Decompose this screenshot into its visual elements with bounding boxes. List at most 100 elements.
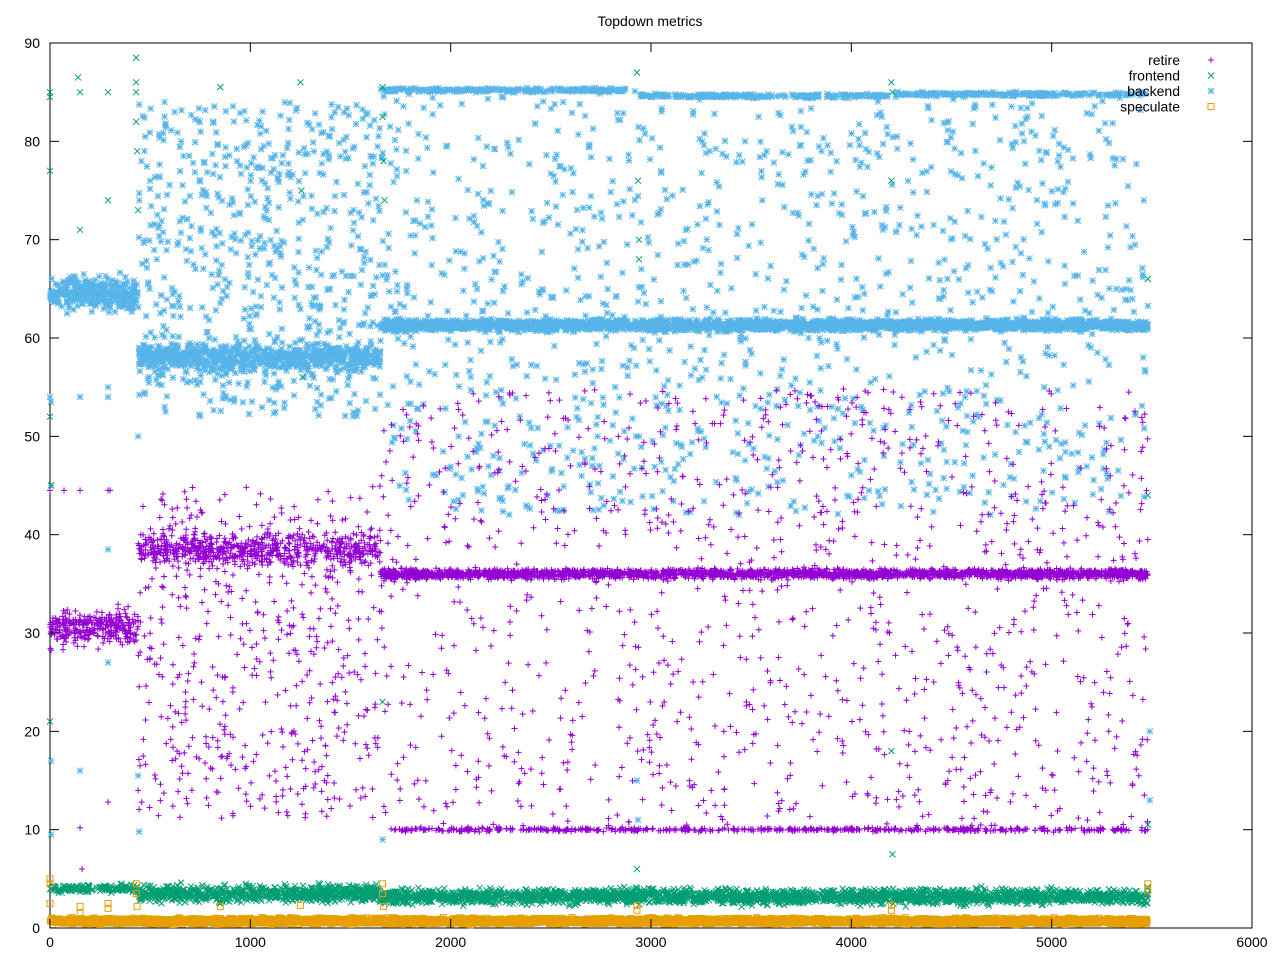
point-backend xyxy=(1142,323,1150,330)
point-backend xyxy=(1090,89,1098,97)
point-backend xyxy=(936,347,944,354)
point-backend xyxy=(324,329,331,336)
point-backend xyxy=(248,237,256,245)
point-backend xyxy=(203,192,211,200)
point-backend xyxy=(470,156,478,163)
point-backend xyxy=(231,394,238,402)
point-backend xyxy=(201,158,208,166)
point-backend xyxy=(525,419,533,427)
point-backend xyxy=(104,275,111,283)
point-backend xyxy=(237,237,245,244)
point-backend xyxy=(377,337,384,345)
point-backend xyxy=(245,261,253,269)
point-backend xyxy=(479,162,487,170)
point-backend xyxy=(262,127,270,135)
point-backend xyxy=(830,414,838,422)
point-backend xyxy=(160,205,168,213)
point-backend xyxy=(780,318,788,326)
point-backend xyxy=(111,295,119,302)
point-backend xyxy=(95,289,103,296)
point-backend xyxy=(281,99,289,106)
point-backend xyxy=(217,357,225,365)
point-backend xyxy=(543,328,551,336)
point-backend xyxy=(89,295,97,302)
point-backend xyxy=(295,248,302,256)
point-backend xyxy=(116,293,124,300)
point-backend xyxy=(564,454,571,462)
point-backend xyxy=(249,288,257,296)
point-backend xyxy=(244,201,252,209)
point-backend xyxy=(208,229,216,236)
point-backend xyxy=(1129,232,1136,240)
point-backend xyxy=(157,309,164,317)
point-backend xyxy=(288,361,295,368)
point-backend xyxy=(140,341,148,349)
point-backend xyxy=(1035,446,1043,453)
point-backend xyxy=(201,346,209,353)
point-backend xyxy=(191,138,199,146)
point-backend xyxy=(715,92,723,100)
point-backend xyxy=(242,354,249,361)
point-backend xyxy=(1106,232,1114,239)
point-backend xyxy=(88,283,96,290)
point-backend xyxy=(1105,361,1113,369)
point-backend xyxy=(59,278,67,285)
point-backend xyxy=(375,202,382,210)
point-backend xyxy=(275,178,283,186)
point-backend xyxy=(340,365,348,372)
point-backend xyxy=(328,113,335,121)
point-backend xyxy=(237,367,245,375)
point-backend xyxy=(128,291,135,299)
point-backend xyxy=(55,299,63,307)
point-backend xyxy=(157,351,165,358)
point-backend xyxy=(424,144,431,152)
point-backend xyxy=(289,171,296,178)
point-backend xyxy=(416,220,424,227)
point-backend xyxy=(490,299,498,307)
point-backend xyxy=(813,352,821,360)
point-backend xyxy=(228,233,236,241)
point-backend xyxy=(794,92,801,100)
point-backend xyxy=(763,465,771,473)
point-backend xyxy=(113,279,121,286)
point-backend xyxy=(134,303,142,311)
point-backend xyxy=(838,261,845,269)
point-backend xyxy=(156,134,163,142)
point-backend xyxy=(111,308,119,316)
point-backend xyxy=(370,116,378,124)
point-backend xyxy=(257,123,265,130)
point-backend xyxy=(285,350,292,358)
point-backend xyxy=(358,266,366,274)
point-backend xyxy=(1008,103,1015,110)
point-backend xyxy=(242,352,250,360)
point-backend xyxy=(452,471,460,478)
point-backend xyxy=(688,439,696,446)
point-backend xyxy=(277,348,284,355)
point-backend xyxy=(504,143,512,151)
point-backend xyxy=(295,301,303,309)
point-backend xyxy=(164,238,172,246)
point-backend xyxy=(1096,91,1103,99)
point-backend xyxy=(391,308,399,315)
point-backend xyxy=(188,346,196,353)
point-backend xyxy=(212,348,220,356)
point-backend xyxy=(136,348,143,356)
point-backend xyxy=(320,208,327,216)
point-backend xyxy=(325,155,333,163)
point-backend xyxy=(244,186,251,193)
point-backend xyxy=(587,399,595,407)
point-backend xyxy=(619,109,627,117)
point-backend xyxy=(193,361,201,368)
point-backend xyxy=(177,313,184,321)
point-backend xyxy=(724,92,732,100)
point-backend xyxy=(340,191,348,199)
point-backend xyxy=(966,235,974,243)
point-backend xyxy=(1104,202,1112,209)
point-backend xyxy=(802,292,810,299)
point-backend xyxy=(200,265,207,273)
point-backend xyxy=(992,114,999,122)
point-backend xyxy=(922,316,930,323)
point-backend xyxy=(106,280,114,288)
point-backend xyxy=(407,333,414,341)
point-backend xyxy=(752,307,760,315)
